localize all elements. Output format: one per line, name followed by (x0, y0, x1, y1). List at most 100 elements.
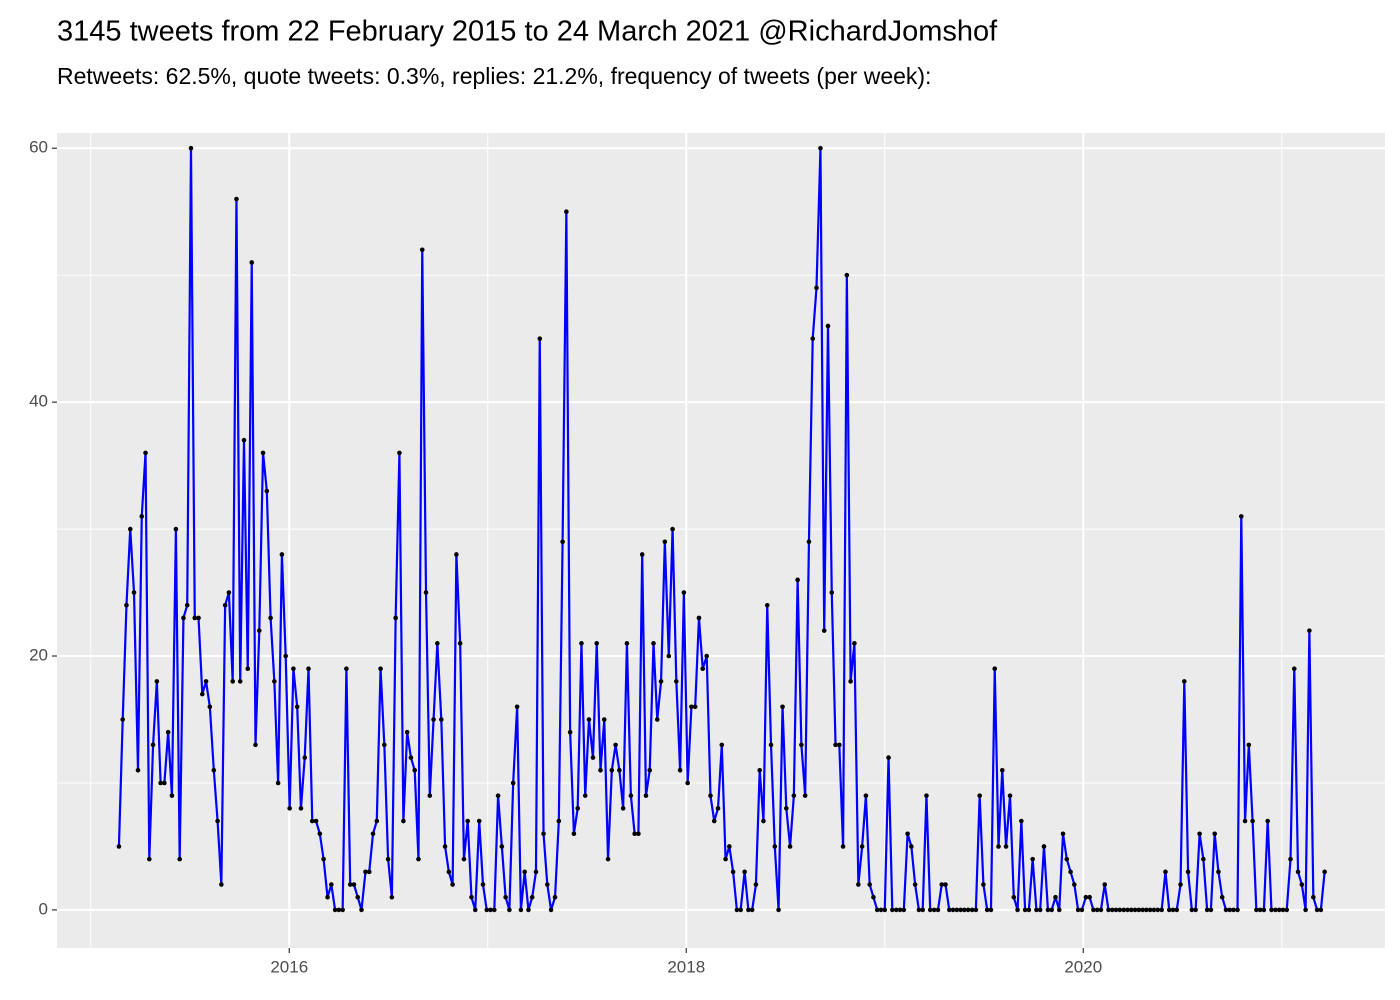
data-point (412, 767, 418, 773)
data-point (545, 882, 550, 887)
data-point (1208, 907, 1214, 913)
data-point (234, 196, 239, 202)
data-point (1242, 818, 1248, 824)
data-point (518, 907, 524, 913)
data-point (1276, 907, 1282, 913)
data-point (579, 641, 584, 646)
data-point (598, 767, 603, 773)
plot-panel (57, 133, 1385, 948)
data-point (666, 653, 672, 659)
data-point (1094, 907, 1100, 913)
data-point (787, 844, 793, 849)
data-point (222, 602, 228, 608)
data-point (821, 628, 827, 633)
data-point (499, 844, 505, 849)
data-point (382, 742, 387, 748)
data-point (461, 856, 467, 862)
data-point (742, 869, 747, 875)
data-point (1265, 818, 1270, 824)
data-point (856, 882, 861, 887)
data-point (1227, 907, 1233, 913)
data-point (1147, 907, 1153, 913)
data-point (882, 907, 888, 913)
data-point (939, 882, 945, 887)
data-point (749, 907, 755, 913)
data-point (143, 450, 148, 456)
data-point (457, 641, 463, 646)
data-point (1261, 907, 1267, 913)
data-point (791, 793, 797, 798)
data-point (389, 894, 395, 900)
data-point (1045, 907, 1051, 913)
data-point (1155, 907, 1161, 913)
data-point (624, 641, 630, 646)
data-point (302, 755, 308, 760)
data-point (753, 882, 759, 887)
data-point (147, 856, 152, 862)
data-point (374, 818, 380, 824)
data-point (780, 704, 785, 710)
data-point (340, 907, 345, 913)
data-point (283, 653, 288, 659)
data-point (241, 437, 247, 443)
data-point (1288, 856, 1293, 862)
data-point (181, 615, 186, 621)
data-point (639, 552, 645, 557)
data-point (757, 767, 763, 773)
data-point (871, 894, 876, 900)
data-point (867, 882, 872, 887)
data-point (992, 666, 998, 672)
data-point (874, 907, 880, 913)
data-point (200, 691, 205, 697)
data-point (127, 526, 133, 532)
data-point (1121, 907, 1127, 913)
data-point (1166, 907, 1172, 913)
data-point (188, 145, 194, 151)
data-point (969, 907, 975, 913)
data-point (806, 539, 812, 545)
data-point (905, 831, 910, 837)
data-point (999, 767, 1005, 773)
data-point (1019, 818, 1024, 824)
data-point (116, 844, 122, 849)
data-point (878, 907, 884, 913)
data-point (150, 742, 156, 748)
data-point (620, 806, 626, 811)
data-point (135, 767, 141, 773)
data-point (1072, 882, 1077, 887)
data-point (564, 209, 569, 215)
data-point (253, 742, 258, 748)
data-point (264, 488, 270, 494)
data-point (1117, 907, 1123, 913)
data-point (454, 552, 459, 557)
data-point (313, 818, 319, 824)
data-point (594, 641, 600, 646)
data-point (1053, 894, 1058, 900)
data-point (1091, 907, 1096, 913)
data-point (1246, 742, 1252, 748)
data-point (738, 907, 743, 913)
data-point (488, 907, 493, 913)
data-point (325, 894, 330, 900)
data-point (912, 882, 918, 887)
data-point (423, 590, 429, 595)
data-point (575, 806, 580, 811)
data-point (158, 780, 163, 786)
data-point (177, 856, 182, 862)
data-point (1238, 514, 1244, 519)
data-point (275, 780, 281, 786)
data-point (996, 844, 1001, 849)
data-point (943, 882, 948, 887)
data-point (1295, 869, 1301, 875)
data-point (503, 894, 508, 900)
data-point (723, 856, 728, 862)
data-point (1235, 907, 1240, 913)
data-point (586, 717, 592, 722)
data-point (931, 907, 937, 913)
data-point (1318, 907, 1324, 913)
y-tick-label: 40 (29, 392, 48, 411)
data-point (677, 767, 683, 773)
data-point (249, 260, 255, 265)
data-point (1299, 882, 1305, 887)
